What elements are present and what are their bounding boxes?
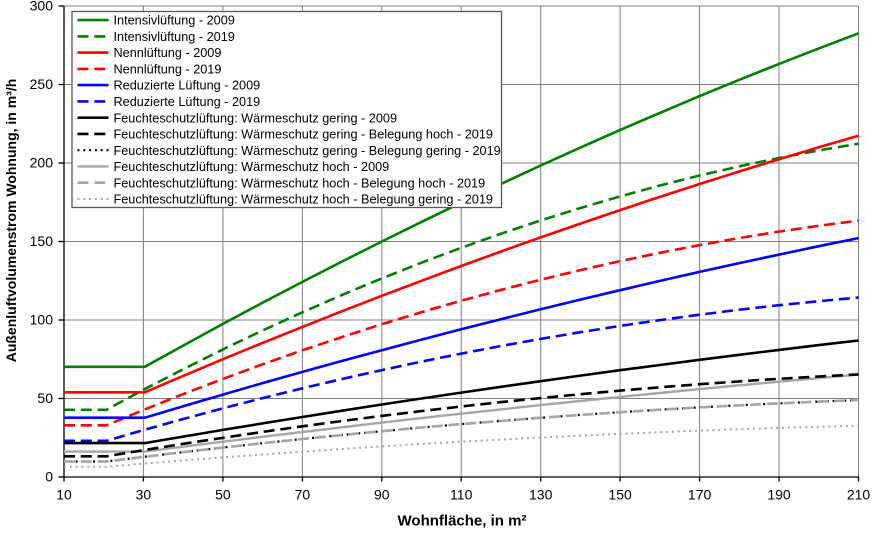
svg-text:50: 50 <box>215 486 231 502</box>
svg-text:300: 300 <box>30 0 54 14</box>
svg-text:10: 10 <box>56 486 72 502</box>
svg-text:210: 210 <box>847 486 871 502</box>
svg-text:Intensivlüftung - 2019: Intensivlüftung - 2019 <box>114 30 235 44</box>
svg-text:200: 200 <box>30 155 54 171</box>
svg-text:Feuchteschutzlüftung: Wärmesch: Feuchteschutzlüftung: Wärmeschutz hoch -… <box>114 193 493 207</box>
svg-text:170: 170 <box>688 486 712 502</box>
svg-text:Feuchteschutzlüftung: Wärmesch: Feuchteschutzlüftung: Wärmeschutz gering… <box>114 128 493 142</box>
svg-text:30: 30 <box>136 486 152 502</box>
svg-text:Feuchteschutzlüftung: Wärmesch: Feuchteschutzlüftung: Wärmeschutz gering… <box>114 111 398 125</box>
svg-text:110: 110 <box>450 486 473 502</box>
svg-text:250: 250 <box>30 76 54 92</box>
svg-text:70: 70 <box>295 486 311 502</box>
svg-text:Feuchteschutzlüftung: Wärmesch: Feuchteschutzlüftung: Wärmeschutz hoch -… <box>114 176 486 190</box>
svg-text:190: 190 <box>767 486 791 502</box>
svg-text:Wohnfläche, in m²: Wohnfläche, in m² <box>398 512 527 529</box>
svg-text:Reduzierte Lüftung - 2019: Reduzierte Lüftung - 2019 <box>114 95 261 109</box>
svg-text:Nennlüftung - 2009: Nennlüftung - 2009 <box>114 46 222 60</box>
svg-text:Feuchteschutzlüftung: Wärmesch: Feuchteschutzlüftung: Wärmeschutz hoch -… <box>114 160 390 174</box>
svg-text:150: 150 <box>30 233 54 249</box>
svg-text:90: 90 <box>374 486 390 502</box>
svg-text:130: 130 <box>529 486 553 502</box>
svg-text:Nennlüftung - 2019: Nennlüftung - 2019 <box>114 63 222 77</box>
svg-text:50: 50 <box>37 390 53 406</box>
svg-text:Reduzierte Lüftung - 2009: Reduzierte Lüftung - 2009 <box>114 79 261 93</box>
svg-text:Intensivlüftung - 2009: Intensivlüftung - 2009 <box>114 14 235 28</box>
svg-text:150: 150 <box>608 486 632 502</box>
svg-text:Außenluftvolumenstrom Wohnung,: Außenluftvolumenstrom Wohnung, in m³/h <box>3 79 19 363</box>
svg-text:Feuchteschutzlüftung: Wärmesch: Feuchteschutzlüftung: Wärmeschutz gering… <box>114 144 501 158</box>
svg-text:0: 0 <box>45 469 53 485</box>
svg-text:100: 100 <box>30 312 54 328</box>
